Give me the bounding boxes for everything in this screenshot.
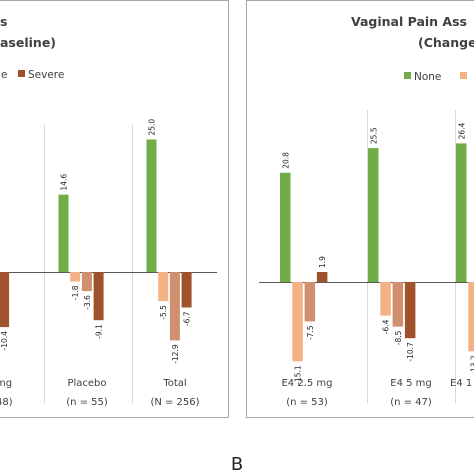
left-chart-title-line2: aseline) (0, 35, 56, 50)
data-label-chart1-group2-severe: -9.1 (95, 324, 104, 339)
left-legend-label-severe: Severe (28, 69, 64, 81)
right-category-label-1-line2: (n = 53) (286, 397, 328, 408)
bar-chart2-group2-none (368, 148, 379, 282)
bar-chart1-group3-mild (158, 272, 169, 302)
data-label-chart2-group2-mild: -6.4 (382, 319, 391, 334)
right-legend-swatch-none (404, 72, 411, 79)
bar-chart2-group2-severe (404, 282, 416, 339)
left-category-label-2-line2: (n = 55) (66, 397, 108, 408)
right-chart-title-line1: Vaginal Pain Ass (351, 14, 467, 29)
bar-chart1-group1-severe (0, 272, 10, 328)
left-legend-label-1: e (1, 69, 7, 81)
data-label-chart2-group1-none: 20.8 (281, 152, 290, 169)
right-chart-title-line2: (Change (418, 35, 474, 50)
bar-chart1-group2-mild (70, 272, 81, 282)
data-label-chart2-group3-mild: 13.2 (470, 355, 474, 372)
bar-chart1-group3-none (146, 139, 157, 272)
right-category-label-2-line1: E4 5 mg (390, 378, 432, 389)
panel-label: B (231, 454, 243, 474)
bar-chart1-group3-severe (181, 272, 192, 308)
data-label-chart1-group2-mild: -1.8 (71, 285, 80, 300)
bar-chart1-group3-moderate (169, 272, 180, 341)
data-label-chart1-group3-mild: -5.5 (159, 305, 168, 320)
data-label-chart1-group1-severe: -10.4 (0, 331, 9, 351)
bar-chart2-group1-severe (316, 272, 328, 282)
right-category-label-3-line1: E4 1 (450, 378, 472, 389)
bar-chart2-group1-mild (292, 282, 303, 362)
bar-chart2-group3-mild (468, 282, 474, 352)
data-label-chart2-group2-none: 25.5 (369, 127, 378, 144)
bar-chart2-group2-mild (380, 282, 391, 316)
data-label-chart2-group1-moderate: -7.5 (306, 325, 315, 340)
data-label-chart1-group3-moderate: -12.9 (171, 344, 180, 364)
right-category-label-1-line1: E4 2.5 mg (281, 378, 332, 389)
data-label-chart1-group2-none: 14.6 (60, 174, 69, 191)
bar-chart2-group2-moderate (392, 282, 404, 327)
bar-chart2-group1-moderate (304, 282, 316, 322)
bar-chart2-group1-none (280, 172, 291, 282)
left-category-label-1-line1: mg (0, 378, 12, 389)
data-label-chart2-group2-severe: -10.7 (406, 342, 415, 362)
left-category-label-1-line2: 48) (0, 397, 13, 408)
left-category-label-2-line1: Placebo (67, 378, 106, 389)
bar-chart1-group2-moderate (81, 272, 92, 292)
data-label-chart1-group3-none: 25.0 (148, 119, 157, 136)
data-label-chart2-group3-none: 26.4 (457, 122, 466, 139)
data-label-chart2-group1-mild: -15.1 (294, 365, 303, 385)
right-legend-swatch-mild (460, 72, 467, 79)
left-legend-swatch-severe (18, 70, 25, 77)
right-legend-label-none: None (414, 71, 441, 83)
right-category-label-2-line2: (n = 47) (390, 397, 432, 408)
bars-layer: -14.0-10.414.6-1.8-3.6-9.125.0-5.5-12.9-… (0, 119, 474, 385)
data-label-chart2-group1-severe: 1.9 (318, 256, 327, 268)
left-category-label-3-line2: (N = 256) (150, 397, 199, 408)
bar-chart1-group2-severe (93, 272, 104, 321)
bar-chart2-group3-none (456, 143, 467, 282)
data-label-chart1-group2-moderate: -3.6 (83, 295, 92, 310)
bar-chart1-group2-none (58, 194, 69, 272)
left-category-label-3-line1: Total (162, 378, 186, 389)
data-label-chart1-group3-severe: -6.7 (183, 311, 192, 326)
data-label-chart2-group2-moderate: -8.5 (394, 330, 403, 345)
left-chart-title-line1: s (0, 14, 7, 29)
